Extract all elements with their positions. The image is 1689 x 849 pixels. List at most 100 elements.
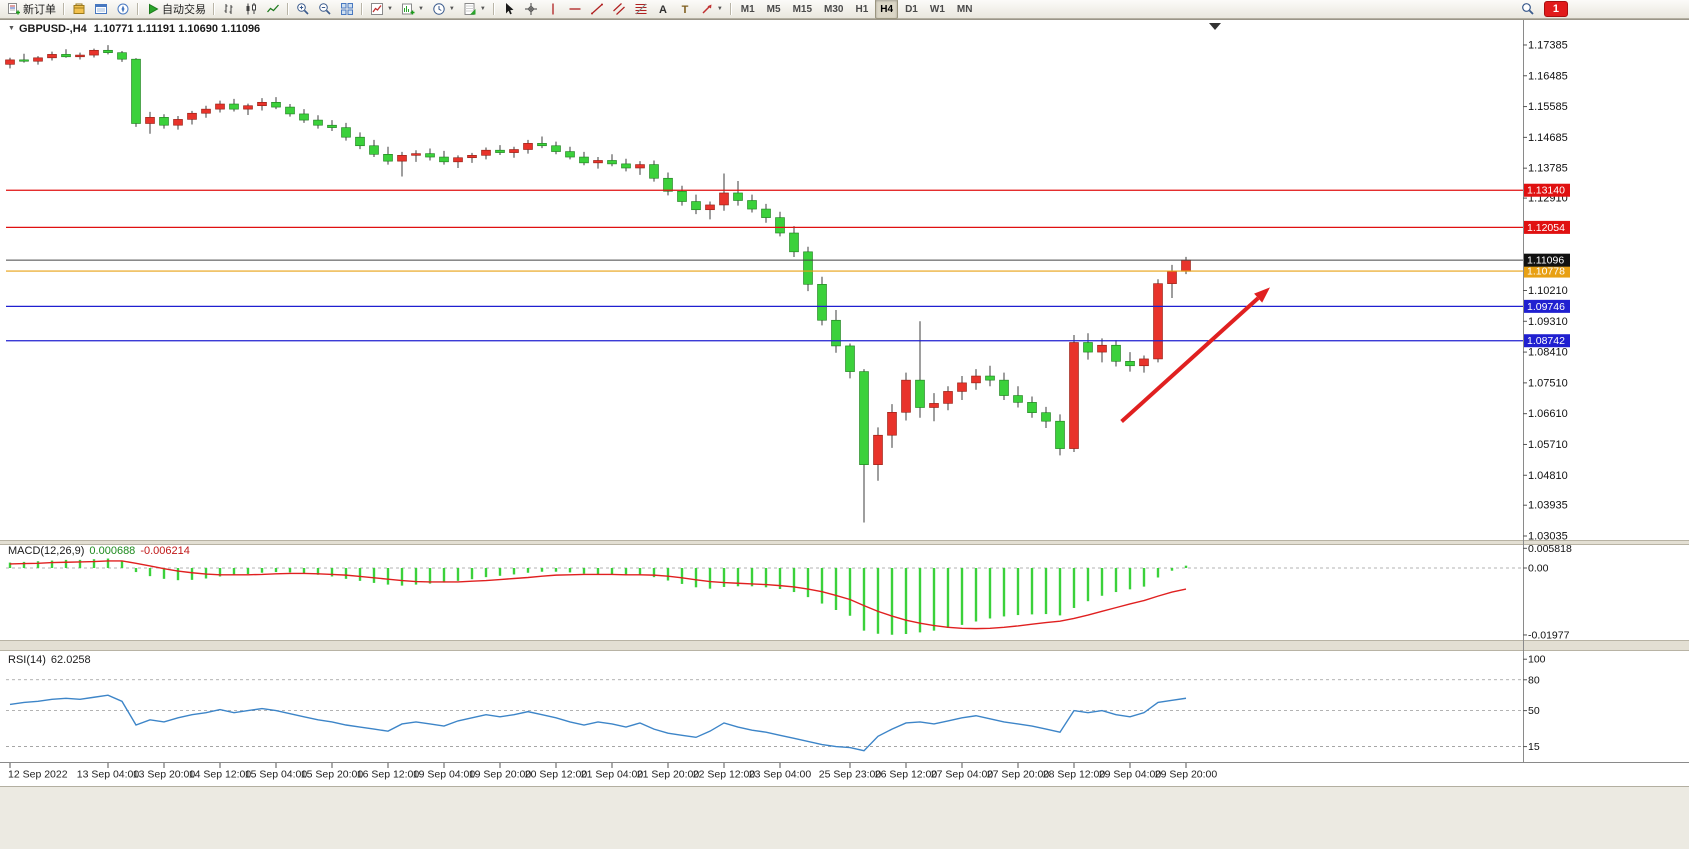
- channel-button[interactable]: [609, 0, 629, 18]
- timeframe-d1[interactable]: D1: [905, 3, 918, 15]
- candle-chart-button[interactable]: [241, 0, 261, 18]
- tile-windows-icon: [340, 2, 354, 16]
- market-watch-icon: [72, 2, 86, 16]
- rsi-panel: 100 80 50 15: [6, 654, 1546, 753]
- price-axis[interactable]: 1.173851.164851.155851.146851.137851.129…: [1523, 39, 1568, 542]
- price-tag: [1524, 299, 1570, 313]
- rsi-line: [9, 694, 1187, 752]
- candle-chart-icon: [244, 2, 258, 16]
- timeframe-m30[interactable]: M30: [824, 3, 844, 15]
- bar-chart-icon: [222, 2, 236, 16]
- cursor-button[interactable]: [499, 0, 519, 18]
- hline-button[interactable]: [565, 0, 585, 18]
- navigator-icon: [116, 2, 130, 16]
- svg-text:1.17385: 1.17385: [1528, 39, 1568, 51]
- timeframe-m1[interactable]: M1: [740, 3, 755, 15]
- autotrade-button[interactable]: 自动交易: [143, 0, 209, 18]
- trend-arrow[interactable]: [1120, 296, 1260, 424]
- search-button[interactable]: [1518, 0, 1538, 18]
- panel-splitter[interactable]: [0, 640, 1689, 651]
- macd-signal-value: -0.006214: [140, 545, 190, 557]
- timeframe-m15[interactable]: M15: [792, 3, 813, 15]
- label-button[interactable]: T: [675, 0, 695, 18]
- trendline-button[interactable]: [587, 0, 607, 18]
- svg-text:1.10778: 1.10778: [1527, 266, 1565, 278]
- timeframe-h4[interactable]: H4: [875, 0, 899, 19]
- channel-icon: [612, 2, 626, 16]
- svg-text:1.07510: 1.07510: [1528, 377, 1568, 389]
- svg-text:29 Sep 04:00: 29 Sep 04:00: [1099, 769, 1162, 781]
- fibo-icon: [634, 2, 648, 16]
- chart-symbol-label: GBPUSD-,H4: [18, 23, 87, 35]
- notification-badge[interactable]: 1: [1543, 1, 1568, 17]
- text-button[interactable]: A: [653, 0, 673, 18]
- candlestick-series: [5, 45, 1191, 523]
- svg-text:80: 80: [1528, 674, 1540, 686]
- arrows-icon: [700, 2, 714, 16]
- svg-text:15 Sep 04:00: 15 Sep 04:00: [245, 769, 308, 781]
- label-icon: T: [678, 2, 692, 16]
- svg-text:22 Sep 12:00: 22 Sep 12:00: [693, 769, 756, 781]
- svg-text:21 Sep 20:00: 21 Sep 20:00: [637, 769, 700, 781]
- svg-text:100: 100: [1528, 654, 1546, 666]
- bar-chart-button[interactable]: [219, 0, 239, 18]
- chart-shift-marker[interactable]: [1209, 23, 1221, 30]
- price-tag: [1524, 253, 1570, 267]
- templates-button[interactable]: ▼: [460, 0, 489, 18]
- zoom-out-icon: [318, 2, 332, 16]
- toolbar-separator: [137, 3, 139, 15]
- svg-text:-0.01977: -0.01977: [1528, 629, 1570, 641]
- timeframe-mn[interactable]: MN: [956, 3, 973, 15]
- svg-text:20 Sep 12:00: 20 Sep 12:00: [525, 769, 588, 781]
- arrows-button[interactable]: ▼: [697, 0, 726, 18]
- svg-text:19 Sep 20:00: 19 Sep 20:00: [469, 769, 532, 781]
- svg-text:26 Sep 12:00: 26 Sep 12:00: [875, 769, 938, 781]
- trend-arrow-head: [1254, 287, 1270, 303]
- svg-text:A: A: [659, 4, 667, 16]
- svg-text:1.09310: 1.09310: [1528, 316, 1568, 328]
- hline-icon: [568, 2, 582, 16]
- svg-text:1.10210: 1.10210: [1528, 285, 1568, 297]
- svg-text:27 Sep 04:00: 27 Sep 04:00: [931, 769, 994, 781]
- new-chart-button[interactable]: ▼: [398, 0, 427, 18]
- toolbar-button-label: 自动交易: [162, 4, 206, 16]
- zoom-out-button[interactable]: [315, 0, 335, 18]
- crosshair-button[interactable]: [521, 0, 541, 18]
- price-tag: [1524, 264, 1570, 278]
- timeframe-h1[interactable]: H1: [855, 3, 869, 15]
- zoom-in-icon: [296, 2, 310, 16]
- market-watch-button[interactable]: [69, 0, 89, 18]
- crosshair-icon: [524, 2, 538, 16]
- new-order-button[interactable]: 新订单: [4, 0, 59, 18]
- data-window-icon: [94, 2, 108, 16]
- chart-expand-icon[interactable]: ▼: [8, 25, 15, 32]
- svg-text:13 Sep 04:00: 13 Sep 04:00: [77, 769, 140, 781]
- chevron-down-icon: ▼: [716, 6, 723, 12]
- svg-text:1.03035: 1.03035: [1528, 530, 1568, 542]
- timeframe-w1[interactable]: W1: [929, 3, 945, 15]
- data-window-button[interactable]: [91, 0, 111, 18]
- navigator-button[interactable]: [113, 0, 133, 18]
- tile-windows-button[interactable]: [337, 0, 357, 18]
- periods-button[interactable]: ▼: [429, 0, 458, 18]
- svg-text:13 Sep 20:00: 13 Sep 20:00: [133, 769, 196, 781]
- price-tag: [1524, 183, 1570, 197]
- indicators-button[interactable]: ▼: [367, 0, 396, 18]
- price-tag: [1524, 220, 1570, 234]
- svg-text:28 Sep 12:00: 28 Sep 12:00: [1043, 769, 1106, 781]
- toolbar-separator: [287, 3, 289, 15]
- timeframe-m5[interactable]: M5: [766, 3, 781, 15]
- zoom-in-button[interactable]: [293, 0, 313, 18]
- fibo-button[interactable]: [631, 0, 651, 18]
- toolbar-button-label: 新订单: [23, 4, 56, 16]
- svg-text:23 Sep 04:00: 23 Sep 04:00: [749, 769, 812, 781]
- toolbar-separator: [729, 3, 732, 15]
- vline-button[interactable]: [543, 0, 563, 18]
- svg-text:21 Sep 04:00: 21 Sep 04:00: [581, 769, 644, 781]
- line-chart-button[interactable]: [263, 0, 283, 18]
- indicators-icon: [370, 2, 384, 16]
- panel-splitter[interactable]: [0, 540, 1689, 545]
- svg-text:15 Sep 20:00: 15 Sep 20:00: [301, 769, 364, 781]
